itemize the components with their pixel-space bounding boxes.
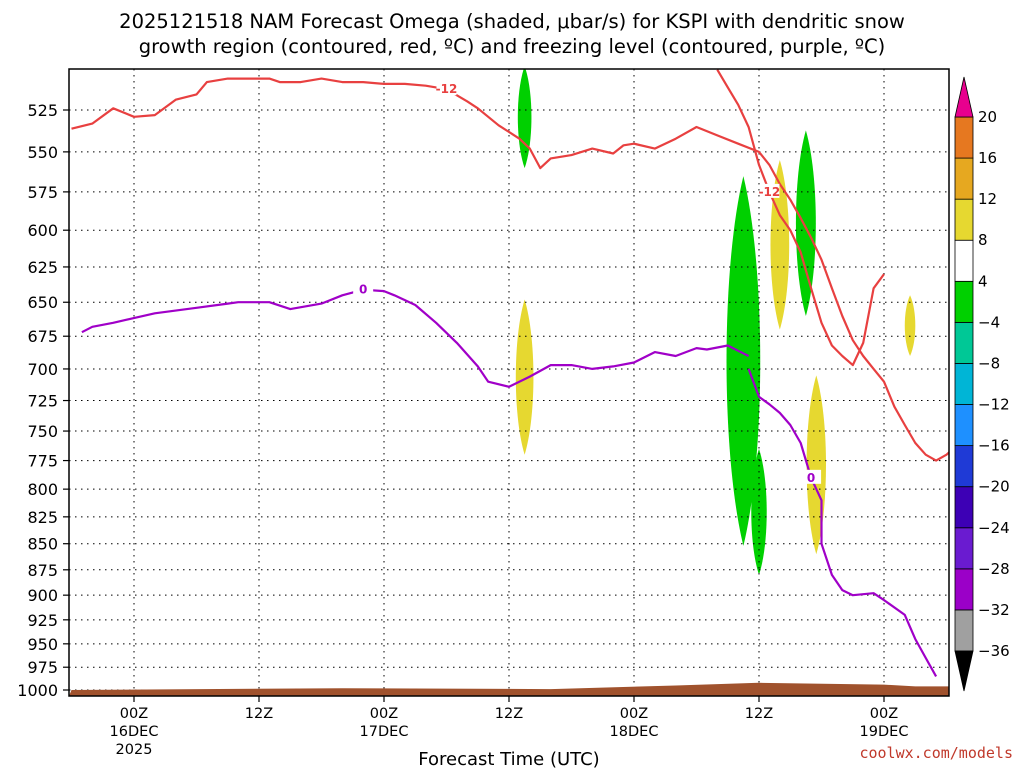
colorbar-bottom-triangle: [954, 650, 974, 692]
y-tick-label-850: 850: [27, 535, 58, 554]
y-tick-label-925: 925: [27, 611, 58, 630]
colorbar-label-5: −20: [978, 478, 1010, 496]
colorbar-bin-4: [954, 486, 974, 529]
colorbar-top-triangle: [954, 76, 974, 118]
x-axis: 00Z 16DEC 2025 12Z 00Z 17DEC 12Z 00Z 18DEC 12Z 00Z…: [110, 696, 909, 758]
omega-blob-2: [515, 299, 534, 455]
y-tick-label-775: 775: [27, 452, 58, 471]
y-tick-label-875: 875: [27, 561, 58, 580]
colorbar-label-8: −8: [978, 354, 1000, 372]
y-tick-label-825: 825: [27, 508, 58, 527]
y-tick-label-625: 625: [27, 258, 58, 277]
contour-label-bg-3: [436, 81, 457, 96]
colorbar-bin-8: [954, 321, 974, 364]
y-tick-label-650: 650: [27, 293, 58, 312]
contour-label-bg-1: [353, 281, 374, 296]
y-axis: 525 550 575 600 625 650 675 700 725 750 775 800 825 8…: [17, 101, 69, 700]
colorbar: −36 −32 −28 −24 −20 −16 −12 −8 −4 4 8 12 16 20: [954, 76, 1010, 692]
x-tick-date-4: 18DEC: [610, 724, 659, 740]
contour-line-1: [81, 288, 750, 388]
colorbar-label-2: −32: [978, 601, 1010, 619]
x-axis-label: Forecast Time (UTC): [418, 749, 599, 768]
x-tick-label-1: 12Z: [245, 706, 273, 722]
x-tick-date-0: 16DEC: [110, 724, 159, 740]
colorbar-label-10: 4: [978, 272, 988, 290]
contour-label-4: -12: [759, 185, 781, 199]
contour-line-3: [71, 77, 949, 462]
x-tick-date-6: 19DEC: [860, 724, 909, 740]
colorbar-label-14: 20: [978, 108, 997, 126]
colorbar-bin-5: [954, 445, 974, 488]
chart-title-line2: growth region (contoured, red, ºC) and f…: [139, 35, 886, 58]
omega-blob-3: [726, 176, 761, 546]
colorbar-label-7: −12: [978, 396, 1010, 414]
omega-blob-1: [517, 69, 532, 169]
contour-label-3: -12: [436, 82, 458, 96]
contour-label-2: 0: [807, 471, 815, 485]
y-tick-label-725: 725: [27, 392, 58, 411]
contour-line-4: [716, 69, 885, 367]
colorbar-label-6: −16: [978, 437, 1010, 455]
colorbar-bin-12: [954, 157, 974, 200]
colorbar-label-3: −28: [978, 560, 1010, 578]
x-tick-label-4: 00Z: [620, 706, 648, 722]
y-tick-label-800: 800: [27, 480, 58, 499]
y-tick-label-900: 900: [27, 586, 58, 605]
x-tick-label-3: 12Z: [495, 706, 523, 722]
y-tick-label-1000: 1000: [17, 681, 58, 700]
y-tick-label-975: 975: [27, 658, 58, 677]
y-tick-label-525: 525: [27, 101, 58, 120]
omega-shading-layer: [515, 69, 916, 575]
credit-text: coolwx.com/models: [859, 744, 1013, 762]
x-tick-date-2: 17DEC: [360, 724, 409, 740]
x-tick-label-5: 12Z: [745, 706, 773, 722]
y-tick-label-550: 550: [27, 143, 58, 162]
contour-layer: 0 0 -12 -12: [71, 69, 949, 677]
y-tick-label-600: 600: [27, 221, 58, 240]
colorbar-label-11: 8: [978, 231, 988, 249]
colorbar-label-1: −36: [978, 642, 1010, 660]
x-tick-label-6: 00Z: [870, 706, 898, 722]
colorbar-bin-1: [954, 609, 974, 652]
contour-label-1: 0: [359, 283, 367, 297]
colorbar-bin-9: [954, 280, 974, 323]
x-tick-year-0: 2025: [116, 742, 153, 758]
contour-line-2: [747, 368, 938, 677]
terrain-fill: [69, 682, 949, 696]
colorbar-label-9: −4: [978, 313, 1000, 331]
colorbar-label-4: −24: [978, 519, 1010, 537]
y-tick-label-750: 750: [27, 422, 58, 441]
y-tick-label-575: 575: [27, 183, 58, 202]
omega-blob-4: [751, 448, 767, 575]
colorbar-bin-11: [954, 198, 974, 241]
colorbar-label-12: 12: [978, 190, 997, 208]
contour-label-bg-4: [759, 183, 780, 198]
colorbar-bin-2: [954, 568, 974, 611]
colorbar-bin-3: [954, 527, 974, 570]
colorbar-bin-13: [954, 116, 974, 159]
x-tick-label-2: 00Z: [370, 706, 398, 722]
chart-title-line1: 2025121518 NAM Forecast Omega (shaded, μ…: [119, 10, 905, 33]
omega-blob-7: [806, 375, 826, 555]
omega-blob-8: [904, 295, 916, 356]
colorbar-bin-6: [954, 404, 974, 447]
colorbar-bin-7: [954, 363, 974, 405]
x-tick-label-0: 00Z: [120, 706, 148, 722]
contour-label-bg-2: [801, 469, 822, 484]
y-tick-label-950: 950: [27, 635, 58, 654]
terrain-layer: [69, 682, 949, 696]
colorbar-bin-10: [954, 239, 974, 282]
y-tick-label-675: 675: [27, 327, 58, 346]
colorbar-label-13: 16: [978, 149, 997, 167]
omega-blob-6: [795, 130, 816, 316]
y-tick-label-700: 700: [27, 360, 58, 379]
